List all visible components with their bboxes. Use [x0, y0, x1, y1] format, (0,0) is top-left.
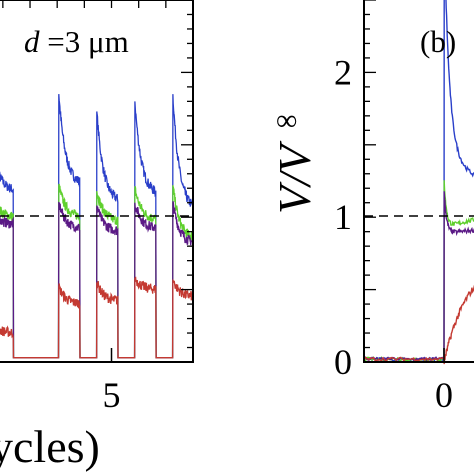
panel-a: 5 d =3 μm ycles) [0, 0, 194, 472]
panel-b-frame [363, 0, 474, 363]
panel-a-x-axis-label: ycles) [0, 421, 100, 472]
panel-b-y-tick-label: 2 [334, 52, 352, 92]
panel-a-series-line [0, 94, 194, 359]
panel-b-y-tick-label: 1 [334, 197, 352, 237]
panel-a-series-line [0, 276, 194, 359]
panel-a-series-line [0, 183, 194, 359]
panel-b-y-axis-label: V/V ∞ [269, 104, 320, 214]
panel-b-series [363, 0, 474, 365]
panel-b-x-tick-label: 0 [435, 375, 453, 415]
panel-b-frame-ticks [364, 0, 376, 363]
panel-a-x-ticks: 5 [103, 348, 121, 415]
panel-b-series-line [363, 180, 474, 362]
panel-b-x-ticks: 0 [435, 348, 453, 415]
panel-b-y-tick-label: 0 [334, 342, 352, 382]
panel-b-y-ticks: 0 1 2 [334, 52, 352, 382]
panel-a-annotation: d =3 μm [24, 24, 129, 59]
panel-a-x-tick-label: 5 [103, 375, 121, 415]
panel-b-label: (b) [420, 24, 456, 59]
panel-a-series [0, 94, 194, 359]
panel-b-series-line [363, 284, 474, 365]
panel-a-frame-ticks [2, 0, 194, 363]
panel-b-series-line [363, 0, 474, 363]
panel-a-frame [0, 0, 194, 363]
panel-b-y-axis-label-superscript: ∞ [276, 104, 297, 137]
panel-a-series-line [0, 201, 194, 359]
svg-text:V/V: V/V [269, 140, 320, 214]
panel-b: 0 1 2 0 (b) V/V ∞ [269, 0, 474, 415]
